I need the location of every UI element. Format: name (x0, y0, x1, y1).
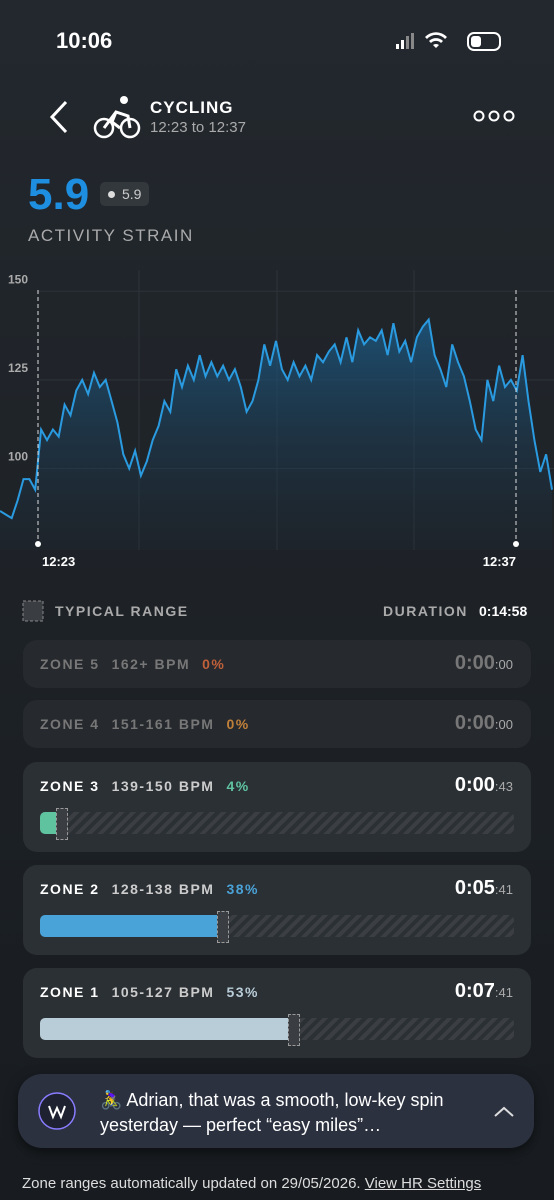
zone-percent: 4% (226, 778, 250, 794)
zone-time: 0:00:00 (455, 712, 513, 735)
time-small: :41 (494, 985, 513, 1000)
zone-bpm: 162+ BPM (111, 656, 191, 672)
zone-name: ZONE 5 (40, 656, 100, 672)
zone-card: ZONE 5 162+ BPM 0% 0:00:00 (23, 640, 531, 688)
strain-badge: 5.9 (100, 182, 150, 206)
status-icons (396, 32, 501, 51)
zone-header: ZONE 3 139-150 BPM 4% (40, 778, 250, 794)
y-tick-label: 100 (8, 449, 28, 463)
typical-marker (217, 911, 230, 943)
zone-header: ZONE 5 162+ BPM 0% (40, 656, 225, 672)
line (0, 317, 553, 520)
footer: Zone ranges automatically updated on 29/… (22, 1175, 542, 1192)
zone-bpm: 128-138 BPM (111, 881, 215, 897)
zone-percent: 0% (202, 656, 226, 672)
zone-header: ZONE 2 128-138 BPM 38% (40, 881, 259, 897)
expand-chevron[interactable] (492, 1104, 516, 1120)
zone-name: ZONE 4 (40, 716, 100, 732)
zone-percent: 0% (226, 716, 250, 732)
zone-header: ZONE 4 151-161 BPM 0% (40, 716, 250, 732)
zone-name: ZONE 2 (40, 881, 100, 897)
duration-label: DURATION (383, 603, 468, 619)
time-main: 0:05 (454, 877, 495, 899)
zone-bpm: 105-127 BPM (111, 984, 215, 1000)
zone-time: 0:00:43 (455, 774, 513, 797)
typical-marker (288, 1014, 301, 1046)
badge-text: 5.9 (122, 186, 142, 202)
zone-time: 0:05:41 (455, 877, 513, 900)
hr-chart: 100 125 150 12:23 12:37 (0, 270, 554, 569)
y-tick-label: 125 (8, 361, 28, 375)
activity-time: 12:23 to 12:37 (150, 119, 246, 136)
time-small: :00 (494, 717, 513, 732)
duration-value: 0:14:58 (479, 603, 528, 619)
settings-link[interactable]: View HR Settings (364, 1175, 482, 1192)
zone-bar (40, 915, 221, 937)
zone-bpm: 139-150 BPM (111, 778, 215, 794)
zone-card: ZONE 2 128-138 BPM 38% 0:05:41 (23, 865, 531, 955)
range-dot (513, 541, 519, 547)
zone-bar (40, 1018, 292, 1040)
time-small: :43 (494, 779, 513, 794)
zone-percent: 53% (226, 984, 259, 1000)
more-menu[interactable] (472, 108, 516, 124)
zone-card: ZONE 4 151-161 BPM 0% 0:00:00 (23, 700, 531, 748)
notification-icon (38, 1092, 76, 1130)
zone-time: 0:00:00 (455, 652, 513, 675)
range-icon (22, 600, 44, 622)
zone-percent: 38% (226, 881, 259, 897)
time-main: 0:00 (454, 712, 495, 734)
time-main: 0:00 (454, 652, 495, 674)
area (0, 319, 552, 550)
x-label: 12:37 (483, 554, 516, 569)
time-small: :41 (494, 882, 513, 897)
typical-marker (55, 808, 68, 840)
zone-name: ZONE 1 (40, 984, 100, 1000)
zone-name: ZONE 3 (40, 778, 100, 794)
zone-bar (40, 812, 59, 834)
notification[interactable]: 🚴‍♀️ Adrian, that was a smooth, low-key … (18, 1074, 534, 1148)
footer-text: Zone ranges automatically updated on 29/… (22, 1175, 361, 1192)
strain-value: 5.9 (28, 170, 90, 219)
strain-label: ACTIVITY STRAIN (28, 226, 194, 245)
zone-bpm: 151-161 BPM (111, 716, 215, 732)
time-main: 0:00 (454, 774, 495, 796)
activity-title: CYCLING (150, 98, 234, 117)
range-dot (35, 541, 41, 547)
zone-track (40, 808, 514, 840)
time-main: 0:07 (454, 980, 495, 1002)
zone-track (40, 911, 514, 943)
zone-track (40, 1014, 514, 1046)
zone-card: ZONE 3 139-150 BPM 4% 0:00:43 (23, 762, 531, 852)
legend-range: TYPICAL RANGE (55, 603, 189, 619)
x-label: 12:23 (42, 554, 75, 569)
back-button[interactable] (40, 92, 150, 142)
zone-header: ZONE 1 105-127 BPM 53% (40, 984, 259, 1000)
status-time: 10:06 (56, 28, 113, 53)
badge-dot (108, 191, 115, 198)
notification-text: 🚴‍♀️ Adrian, that was a smooth, low-key … (100, 1090, 444, 1135)
zone-card: ZONE 1 105-127 BPM 53% 0:07:41 (23, 968, 531, 1058)
zone-time: 0:07:41 (455, 980, 513, 1003)
time-small: :00 (494, 657, 513, 672)
y-tick-label: 150 (8, 272, 28, 286)
